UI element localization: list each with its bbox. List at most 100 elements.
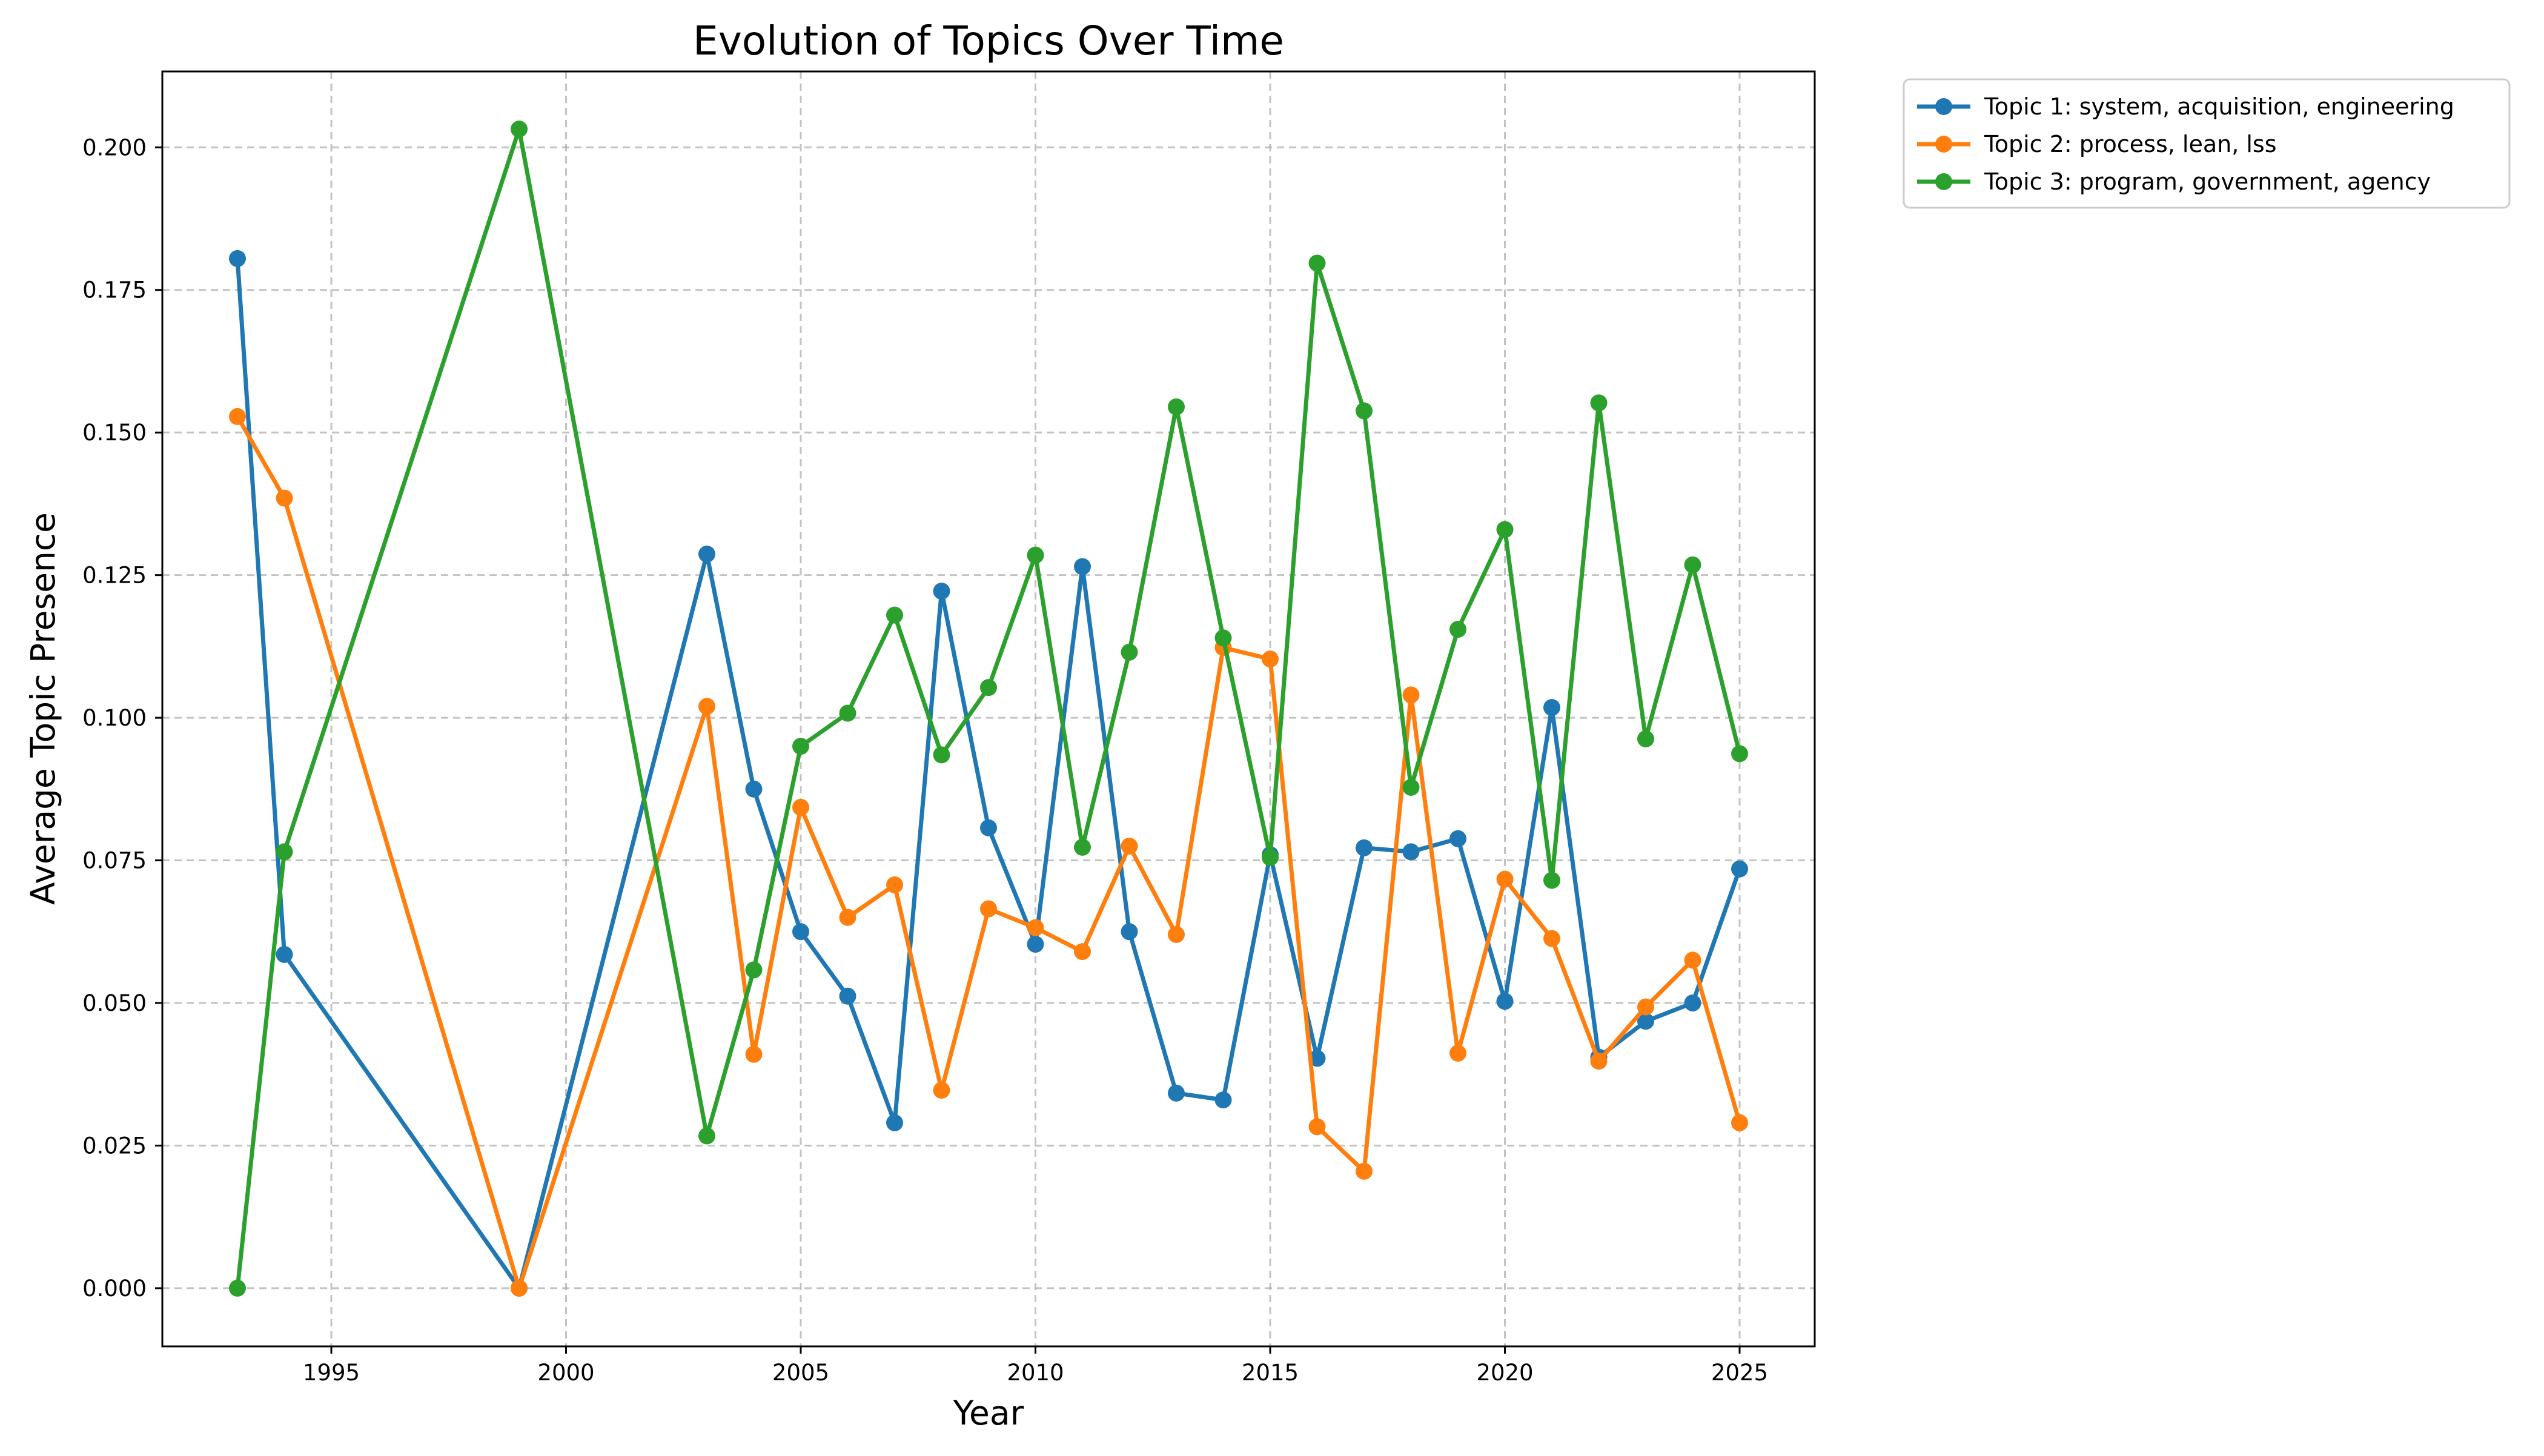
data-point: [745, 780, 763, 798]
legend-entry-topic-3: Topic 3: program, government, agency: [1917, 168, 2431, 195]
data-point: [980, 819, 997, 836]
data-point: [1027, 546, 1044, 564]
data-point: [839, 704, 856, 722]
data-point: [839, 908, 856, 926]
data-point: [1449, 1044, 1466, 1062]
legend-marker-swatch: [1935, 173, 1952, 190]
data-point: [1308, 1050, 1326, 1067]
data-point: [1308, 254, 1326, 272]
data-point: [745, 961, 763, 979]
data-point: [1074, 943, 1091, 961]
data-point: [1731, 860, 1748, 878]
x-tick-label: 2010: [1007, 1360, 1064, 1386]
data-point: [1590, 394, 1608, 412]
series-lines: [229, 121, 1748, 1297]
y-tick-label: 0.200: [82, 134, 147, 160]
x-tick-label: 2005: [772, 1360, 829, 1386]
legend-label: Topic 2: process, lean, lss: [1984, 131, 2277, 157]
data-point: [229, 1279, 246, 1297]
data-point: [1168, 925, 1185, 943]
data-point: [698, 698, 715, 715]
data-point: [1684, 556, 1701, 574]
data-point: [933, 583, 950, 600]
data-point: [1684, 994, 1701, 1012]
x-tick-label: 2000: [537, 1360, 594, 1386]
x-tick-label: 1995: [303, 1360, 360, 1386]
data-point: [792, 738, 809, 755]
legend: Topic 1: system, acquisition, engineerin…: [1903, 78, 2511, 209]
data-point: [1543, 699, 1560, 716]
data-point: [1027, 919, 1044, 936]
y-tick-label: 0.025: [82, 1133, 147, 1159]
data-point: [1074, 558, 1091, 575]
series-line: [235, 256, 1742, 1291]
chart-title: Evolution of Topics Over Time: [693, 18, 1284, 64]
data-point: [1121, 923, 1138, 941]
data-point: [1121, 643, 1138, 661]
data-point: [792, 798, 809, 816]
data-point: [1637, 1013, 1654, 1030]
x-axis-title: Year: [953, 1394, 1024, 1432]
data-point: [1121, 838, 1138, 855]
data-point: [1262, 849, 1279, 866]
data-point: [229, 408, 246, 425]
legend-marker-swatch: [1935, 136, 1952, 153]
data-point: [886, 876, 903, 894]
y-axis-title: Average Topic Presence: [24, 512, 62, 905]
data-point: [229, 250, 246, 267]
data-point: [745, 1045, 763, 1063]
data-point: [792, 923, 809, 941]
data-point: [1027, 936, 1044, 953]
data-point: [1449, 621, 1466, 638]
data-point: [511, 121, 528, 138]
data-point: [1402, 779, 1420, 796]
data-point: [980, 900, 997, 918]
data-point: [1637, 730, 1654, 747]
grid-lines: [162, 71, 1815, 1346]
legend-marker-swatch: [1935, 98, 1952, 115]
data-point: [276, 843, 293, 861]
data-point: [1214, 629, 1232, 647]
data-point: [886, 1114, 903, 1131]
x-tick-label: 2015: [1242, 1360, 1299, 1386]
data-point: [1731, 745, 1748, 763]
data-point: [1356, 839, 1373, 856]
data-point: [1356, 402, 1373, 420]
x-tick-label: 2020: [1476, 1360, 1533, 1386]
x-tick-label: 2025: [1711, 1360, 1768, 1386]
data-point: [1543, 872, 1560, 889]
data-point: [1402, 843, 1420, 861]
series-line: [235, 127, 1742, 1291]
data-point: [933, 746, 950, 764]
legend-label: Topic 3: program, government, agency: [1984, 168, 2431, 195]
y-tick-label: 0.100: [82, 705, 147, 731]
data-point: [1168, 1084, 1185, 1102]
axis-ticks: 1995 2000 2005 2010 2015 2020 2025 0.000 0.025 0.…: [82, 134, 1768, 1386]
data-point: [1731, 1114, 1748, 1131]
data-point: [1637, 998, 1654, 1016]
y-tick-label: 0.175: [82, 277, 147, 303]
legend-label: Topic 1: system, acquisition, engineerin…: [1984, 93, 2454, 120]
y-tick-label: 0.150: [82, 420, 147, 446]
y-tick-label: 0.000: [82, 1276, 147, 1302]
data-point: [1356, 1162, 1373, 1180]
data-point: [1168, 398, 1185, 415]
legend-box: [1903, 78, 2511, 209]
data-point: [1684, 951, 1701, 969]
data-point: [276, 945, 293, 963]
data-point: [511, 1279, 528, 1297]
data-point: [886, 606, 903, 624]
data-point: [839, 987, 856, 1005]
data-point: [1496, 521, 1514, 538]
legend-entry-topic-1: Topic 1: system, acquisition, engineerin…: [1917, 93, 2454, 120]
data-point: [1308, 1118, 1326, 1136]
data-point: [698, 1127, 715, 1145]
data-point: [698, 545, 715, 563]
data-point: [1074, 838, 1091, 856]
data-point: [1543, 930, 1560, 947]
series-topic-3: [229, 121, 1748, 1297]
data-point: [1496, 993, 1514, 1010]
